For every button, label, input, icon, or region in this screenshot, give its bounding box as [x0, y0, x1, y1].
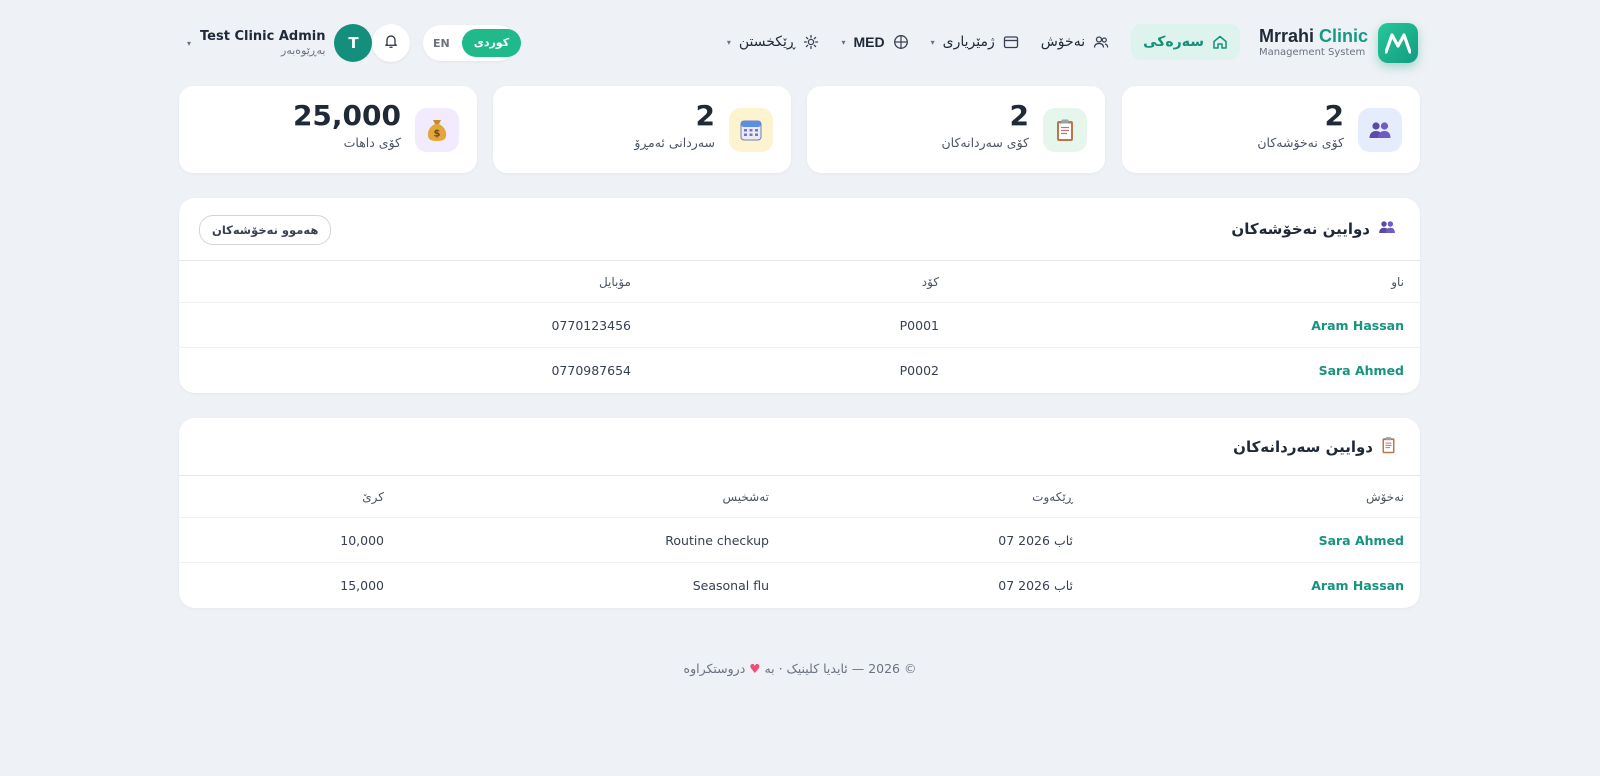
brand-name-part2: Clinic [1318, 26, 1368, 46]
avatar: T [334, 24, 373, 62]
nav-item-med-label: MED [853, 34, 885, 50]
table-row[interactable]: Aram Hassan 07 ئاب 2026 Seasonal flu 15,… [179, 563, 1420, 608]
users-icon [1093, 34, 1109, 50]
patient-name-link[interactable]: Sara Ahmed [1318, 363, 1404, 378]
patient-mobile: 0770123456 [551, 317, 631, 333]
stat-label: کۆی داهات [343, 135, 401, 150]
panel-title: دوایین نەخۆشەکان [1231, 198, 1396, 260]
logo-icon [1378, 23, 1418, 63]
chevron-down-icon: ▾ [930, 37, 935, 47]
money-bag-icon: $ [415, 108, 459, 152]
table-row[interactable]: Sara Ahmed 07 ئاب 2026 Routine checkup 1… [179, 518, 1420, 563]
nav-item-home-label: سەرەکی [1143, 34, 1204, 50]
column-header-date: ڕێکەوت [1032, 489, 1073, 504]
top-header: Mrrahi Clinic Management System سەرەکی ن… [0, 0, 1600, 86]
footer: © 2026 — ئایدیا کلینیک · بە ♥ دروستکراوە [0, 661, 1600, 676]
visit-fee: 15,000 [340, 578, 384, 593]
settings-icon [803, 34, 819, 50]
chevron-down-icon: ▾ [726, 37, 731, 47]
user-name: Test Clinic Admin [200, 29, 326, 44]
column-header-mobile: مۆبایل [598, 274, 631, 289]
brand-title: Mrrahi Clinic [1259, 26, 1368, 46]
notifications-button[interactable] [372, 24, 410, 62]
stat-value: 2 [1324, 99, 1344, 132]
language-switcher: EN كوردی [423, 25, 522, 61]
column-header-fee: کرێ [362, 489, 384, 504]
svg-text:$: $ [434, 129, 441, 140]
stat-label: کۆی نەخۆشەکان [1257, 135, 1344, 150]
language-option-en[interactable]: EN [433, 36, 450, 50]
user-info: Test Clinic Admin بەڕێوەبەر [200, 29, 325, 57]
nav-item-settings[interactable]: ڕێکخستن ▾ [727, 24, 820, 60]
footer-copyright: © 2026 — ئایدیا کلینیک · بە [764, 661, 917, 676]
column-header-name: ناو [1391, 274, 1404, 289]
stat-card-today-visits: 2 سەردانی ئەمڕۆ [493, 86, 791, 173]
clipboard-icon [1381, 436, 1396, 458]
brand[interactable]: Mrrahi Clinic Management System [1259, 23, 1418, 63]
calendar-icon [729, 108, 773, 152]
stat-value: 25,000 [292, 99, 401, 132]
patient-code: P0001 [899, 317, 939, 333]
chevron-down-icon: ▾ [187, 38, 192, 48]
column-header-diagnosis: تەشخیس [722, 489, 770, 504]
patient-mobile: 0770987654 [551, 363, 631, 378]
nav-item-home[interactable]: سەرەکی [1131, 24, 1240, 60]
wallet-icon [1003, 34, 1019, 50]
recent-visits-title: دوایین سەردانەکان [1233, 437, 1373, 456]
bell-icon [383, 33, 399, 53]
patients-icon [1358, 108, 1402, 152]
panel-header: دوایین سەردانەکان [179, 418, 1420, 476]
stat-value: 2 [695, 99, 715, 132]
language-option-kurdish[interactable]: كوردی [461, 29, 522, 57]
user-role: بەڕێوەبەر [281, 44, 326, 57]
stat-card-patients: 2 کۆی نەخۆشەکان [1122, 86, 1420, 173]
brand-subtitle: Management System [1258, 47, 1366, 58]
table-row[interactable]: Aram Hassan P0001 0770123456 [179, 303, 1420, 348]
nav-item-accounting-label: ژمێریاری [942, 34, 995, 50]
nav-item-accounting[interactable]: ژمێریاری ▾ [931, 24, 1019, 60]
table-header-row: نەخۆش ڕێکەوت تەشخیس کرێ [179, 476, 1420, 518]
home-icon [1212, 34, 1228, 50]
visit-fee: 10,000 [340, 532, 384, 548]
nav-item-patients[interactable]: نەخۆش [1041, 24, 1109, 60]
visit-diagnosis: Routine checkup [665, 532, 769, 548]
chevron-down-icon: ▾ [841, 37, 846, 47]
stat-card-visits: 2 کۆی سەردانەکان [807, 86, 1105, 173]
table-header-row: ناو کۆد مۆبایل [179, 261, 1420, 303]
patient-name-link[interactable]: Aram Hassan [1311, 317, 1404, 333]
main-nav: سەرەکی نەخۆش ژمێریاری ▾ MED ▾ ڕێکخستن ▾ [727, 24, 1240, 60]
visit-date: 07 ئاب 2026 [998, 578, 1073, 593]
user-menu[interactable]: ▾ Test Clinic Admin بەڕێوەبەر T [187, 24, 373, 62]
recent-visits-panel: دوایین سەردانەکان نەخۆش ڕێکەوت تەشخیس کر… [179, 418, 1420, 608]
panel-title: دوایین سەردانەکان [1233, 418, 1396, 475]
brand-text: Mrrahi Clinic Management System [1259, 26, 1368, 60]
patients-icon [1378, 219, 1396, 239]
panel-header: دوایین نەخۆشەکان هەموو نەخۆشەکان [179, 198, 1420, 261]
heart-icon: ♥ [749, 661, 761, 676]
brand-name-part1: Mrrahi [1258, 26, 1314, 46]
recent-patients-title: دوایین نەخۆشەکان [1231, 220, 1370, 238]
clipboard-icon [1043, 108, 1087, 152]
table-row[interactable]: Sara Ahmed P0002 0770987654 [179, 348, 1420, 393]
visit-diagnosis: Seasonal flu [692, 578, 769, 593]
nav-item-settings-label: ڕێکخستن [738, 34, 796, 50]
nav-item-med[interactable]: MED ▾ [841, 24, 908, 60]
column-header-patient: نەخۆش [1365, 489, 1404, 504]
patient-code: P0002 [899, 363, 939, 378]
stat-value: 2 [1009, 99, 1029, 132]
stat-label: کۆی سەردانەکان [941, 135, 1029, 150]
footer-suffix: دروستکراوە [683, 661, 746, 676]
visit-patient-link[interactable]: Aram Hassan [1311, 578, 1404, 593]
recent-patients-panel: دوایین نەخۆشەکان هەموو نەخۆشەکان ناو کۆد… [179, 198, 1420, 393]
visit-patient-link[interactable]: Sara Ahmed [1318, 532, 1404, 548]
stat-label: سەردانی ئەمڕۆ [634, 135, 715, 150]
column-header-code: کۆد [921, 274, 939, 289]
stat-card-revenue: $ 25,000 کۆی داهات [179, 86, 477, 173]
all-patients-button[interactable]: هەموو نەخۆشەکان [199, 215, 332, 245]
visit-date: 07 ئاب 2026 [998, 532, 1073, 548]
globe-icon [893, 34, 909, 50]
nav-item-patients-label: نەخۆش [1040, 34, 1086, 50]
